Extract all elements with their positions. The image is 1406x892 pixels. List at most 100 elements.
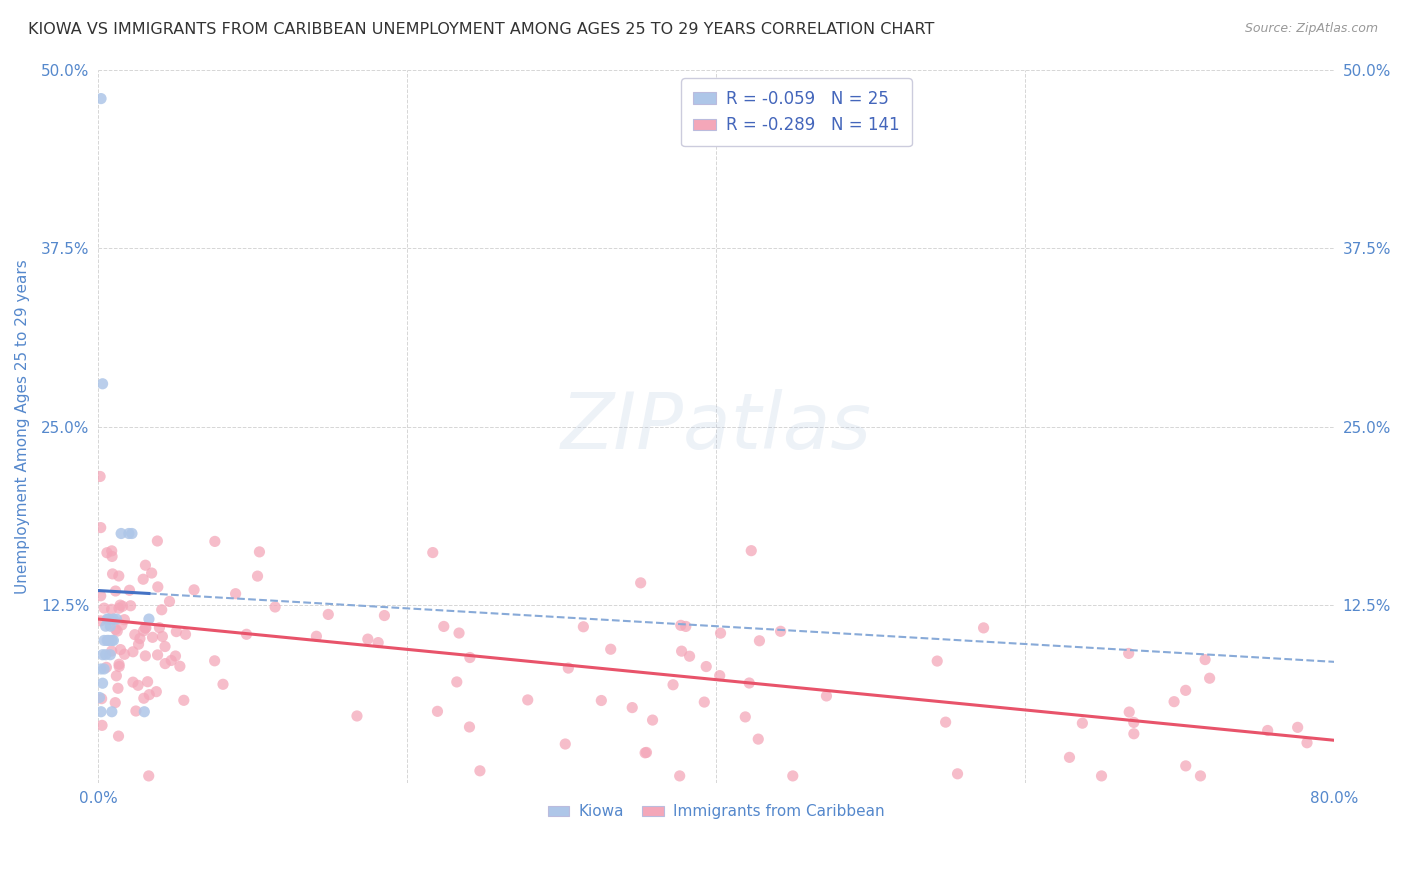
Point: [141, 566, 163, 580]
Point: [127, 678, 149, 692]
Point: [129, 632, 152, 646]
Point: [367, 635, 389, 649]
Point: [1198, 671, 1220, 685]
Point: [107, 729, 129, 743]
Point: [1118, 647, 1140, 661]
Point: [709, 668, 731, 682]
Point: [103, 633, 125, 648]
Point: [769, 624, 792, 639]
Point: [107, 681, 129, 696]
Point: [662, 678, 685, 692]
Point: [447, 626, 470, 640]
Point: [114, 647, 136, 661]
Point: [572, 620, 595, 634]
Point: [91, 676, 114, 690]
Point: [91, 718, 114, 732]
Point: [782, 769, 804, 783]
Point: [100, 602, 122, 616]
Point: [146, 533, 169, 548]
Point: [110, 526, 132, 541]
Point: [738, 676, 761, 690]
Point: [946, 766, 969, 780]
Point: [111, 599, 134, 614]
Text: Source: ZipAtlas.com: Source: ZipAtlas.com: [1244, 22, 1378, 36]
Point: [135, 621, 157, 635]
Point: [204, 534, 226, 549]
Point: [599, 642, 621, 657]
Point: [121, 526, 143, 541]
Point: [104, 623, 127, 637]
Text: KIOWA VS IMMIGRANTS FROM CARIBBEAN UNEMPLOYMENT AMONG AGES 25 TO 29 YEARS CORREL: KIOWA VS IMMIGRANTS FROM CARIBBEAN UNEMP…: [28, 22, 935, 37]
Point: [110, 642, 132, 657]
Point: [678, 649, 700, 664]
Point: [125, 704, 148, 718]
Point: [90, 92, 112, 106]
Point: [634, 746, 657, 760]
Point: [305, 629, 328, 643]
Point: [90, 520, 112, 534]
Point: [146, 648, 169, 662]
Point: [693, 695, 716, 709]
Point: [675, 619, 697, 633]
Point: [132, 624, 155, 638]
Point: [641, 713, 664, 727]
Point: [108, 598, 131, 612]
Point: [98, 648, 121, 662]
Point: [709, 626, 731, 640]
Point: [235, 627, 257, 641]
Point: [468, 764, 491, 778]
Point: [97, 633, 120, 648]
Y-axis label: Unemployment Among Ages 25 to 29 years: Unemployment Among Ages 25 to 29 years: [15, 260, 30, 594]
Point: [212, 677, 235, 691]
Point: [740, 543, 762, 558]
Point: [108, 659, 131, 673]
Point: [1296, 736, 1319, 750]
Point: [153, 657, 176, 671]
Point: [94, 648, 117, 662]
Point: [101, 549, 124, 564]
Point: [134, 705, 156, 719]
Point: [734, 710, 756, 724]
Point: [747, 732, 769, 747]
Point: [96, 633, 118, 648]
Point: [183, 582, 205, 597]
Point: [1174, 683, 1197, 698]
Point: [1118, 705, 1140, 719]
Point: [225, 587, 247, 601]
Point: [91, 376, 114, 391]
Point: [1174, 759, 1197, 773]
Point: [422, 545, 444, 559]
Point: [145, 684, 167, 698]
Point: [516, 693, 538, 707]
Point: [96, 660, 118, 674]
Point: [111, 618, 134, 632]
Point: [621, 700, 644, 714]
Point: [136, 674, 159, 689]
Point: [591, 693, 613, 707]
Point: [93, 662, 115, 676]
Point: [554, 737, 576, 751]
Point: [138, 769, 160, 783]
Point: [169, 659, 191, 673]
Point: [150, 603, 173, 617]
Point: [204, 654, 226, 668]
Point: [458, 720, 481, 734]
Point: [1071, 716, 1094, 731]
Point: [935, 715, 957, 730]
Legend: Kiowa, Immigrants from Caribbean: Kiowa, Immigrants from Caribbean: [541, 798, 890, 825]
Point: [173, 693, 195, 707]
Point: [246, 569, 269, 583]
Point: [636, 746, 658, 760]
Point: [1059, 750, 1081, 764]
Point: [108, 657, 131, 672]
Point: [138, 688, 160, 702]
Point: [815, 689, 838, 703]
Point: [100, 644, 122, 658]
Point: [134, 648, 156, 663]
Point: [118, 583, 141, 598]
Point: [105, 612, 128, 626]
Point: [120, 599, 142, 613]
Point: [100, 544, 122, 558]
Point: [446, 675, 468, 690]
Point: [174, 627, 197, 641]
